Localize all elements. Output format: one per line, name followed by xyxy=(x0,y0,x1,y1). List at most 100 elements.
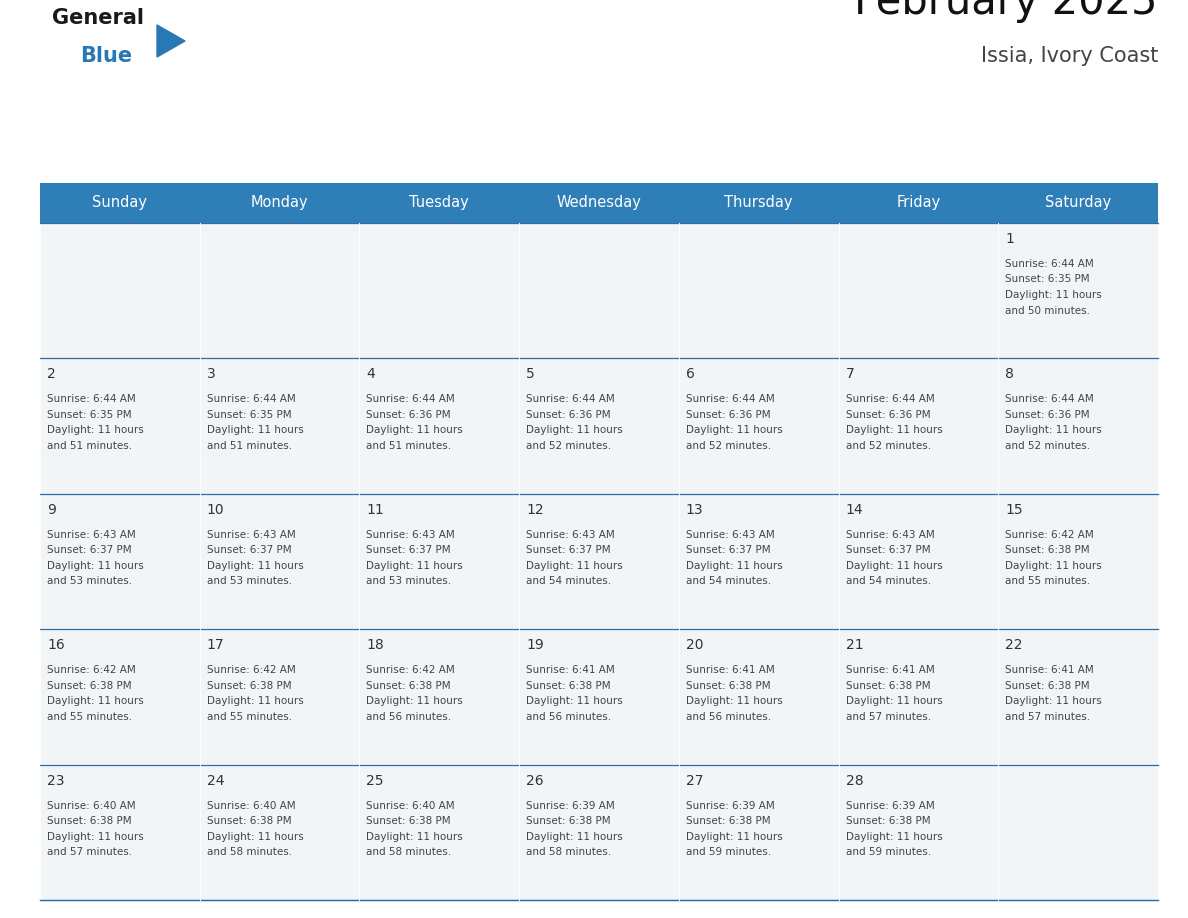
Text: and 53 minutes.: and 53 minutes. xyxy=(48,577,132,587)
Text: General: General xyxy=(52,8,144,28)
Text: Daylight: 11 hours: Daylight: 11 hours xyxy=(366,832,463,842)
Text: Sunrise: 6:39 AM: Sunrise: 6:39 AM xyxy=(846,800,934,811)
Text: Sunrise: 6:43 AM: Sunrise: 6:43 AM xyxy=(207,530,296,540)
Text: Thursday: Thursday xyxy=(725,196,792,210)
Text: Daylight: 11 hours: Daylight: 11 hours xyxy=(526,696,623,706)
Text: 28: 28 xyxy=(846,774,864,788)
Text: 7: 7 xyxy=(846,367,854,381)
Text: 26: 26 xyxy=(526,774,544,788)
Bar xyxy=(200,629,360,765)
Text: Sunset: 6:37 PM: Sunset: 6:37 PM xyxy=(207,545,291,555)
Bar xyxy=(839,223,998,358)
Text: Sunset: 6:37 PM: Sunset: 6:37 PM xyxy=(526,545,611,555)
Bar xyxy=(360,765,519,900)
Text: Sunset: 6:37 PM: Sunset: 6:37 PM xyxy=(48,545,132,555)
Text: 1: 1 xyxy=(1005,232,1015,246)
Text: 5: 5 xyxy=(526,367,535,381)
Text: and 56 minutes.: and 56 minutes. xyxy=(526,711,612,722)
Text: Sunrise: 6:43 AM: Sunrise: 6:43 AM xyxy=(526,530,615,540)
Text: Sunset: 6:38 PM: Sunset: 6:38 PM xyxy=(685,681,771,690)
Bar xyxy=(40,183,1158,223)
Text: Sunrise: 6:44 AM: Sunrise: 6:44 AM xyxy=(846,395,934,405)
Bar xyxy=(998,494,1158,629)
Text: and 55 minutes.: and 55 minutes. xyxy=(1005,577,1091,587)
Text: Sunset: 6:38 PM: Sunset: 6:38 PM xyxy=(48,816,132,826)
Text: Sunrise: 6:44 AM: Sunrise: 6:44 AM xyxy=(526,395,615,405)
Bar xyxy=(998,629,1158,765)
Text: 12: 12 xyxy=(526,503,544,517)
Bar xyxy=(839,494,998,629)
Text: Sunrise: 6:44 AM: Sunrise: 6:44 AM xyxy=(1005,395,1094,405)
Bar xyxy=(40,494,200,629)
Text: Sunrise: 6:44 AM: Sunrise: 6:44 AM xyxy=(207,395,296,405)
Text: Daylight: 11 hours: Daylight: 11 hours xyxy=(1005,561,1102,571)
Text: Sunset: 6:38 PM: Sunset: 6:38 PM xyxy=(207,681,291,690)
Text: Sunset: 6:35 PM: Sunset: 6:35 PM xyxy=(48,410,132,420)
Text: Sunset: 6:38 PM: Sunset: 6:38 PM xyxy=(366,816,451,826)
Text: Daylight: 11 hours: Daylight: 11 hours xyxy=(526,425,623,435)
Text: and 53 minutes.: and 53 minutes. xyxy=(366,577,451,587)
Text: Daylight: 11 hours: Daylight: 11 hours xyxy=(846,696,942,706)
Text: 18: 18 xyxy=(366,638,384,652)
Bar xyxy=(678,629,839,765)
Text: and 57 minutes.: and 57 minutes. xyxy=(48,847,132,857)
Text: 13: 13 xyxy=(685,503,703,517)
Text: 17: 17 xyxy=(207,638,225,652)
Text: 22: 22 xyxy=(1005,638,1023,652)
Text: and 51 minutes.: and 51 minutes. xyxy=(48,441,132,451)
Text: Daylight: 11 hours: Daylight: 11 hours xyxy=(685,561,783,571)
Text: Daylight: 11 hours: Daylight: 11 hours xyxy=(48,561,144,571)
Text: and 59 minutes.: and 59 minutes. xyxy=(685,847,771,857)
Text: and 52 minutes.: and 52 minutes. xyxy=(1005,441,1091,451)
Bar xyxy=(998,358,1158,494)
Text: Daylight: 11 hours: Daylight: 11 hours xyxy=(207,425,303,435)
Text: Sunrise: 6:44 AM: Sunrise: 6:44 AM xyxy=(685,395,775,405)
Bar xyxy=(200,223,360,358)
Text: Daylight: 11 hours: Daylight: 11 hours xyxy=(685,832,783,842)
Text: 4: 4 xyxy=(366,367,375,381)
Text: and 50 minutes.: and 50 minutes. xyxy=(1005,306,1091,316)
Text: 20: 20 xyxy=(685,638,703,652)
Bar xyxy=(678,765,839,900)
Bar xyxy=(200,358,360,494)
Bar xyxy=(360,358,519,494)
Bar xyxy=(40,765,200,900)
Text: 16: 16 xyxy=(48,638,65,652)
Text: Daylight: 11 hours: Daylight: 11 hours xyxy=(1005,425,1102,435)
Text: Sunrise: 6:44 AM: Sunrise: 6:44 AM xyxy=(366,395,455,405)
Bar xyxy=(519,765,678,900)
Bar xyxy=(839,358,998,494)
Bar xyxy=(519,494,678,629)
Text: Sunrise: 6:42 AM: Sunrise: 6:42 AM xyxy=(48,666,135,676)
Text: Sunset: 6:36 PM: Sunset: 6:36 PM xyxy=(366,410,451,420)
Bar xyxy=(360,223,519,358)
Text: and 57 minutes.: and 57 minutes. xyxy=(1005,711,1091,722)
Text: 27: 27 xyxy=(685,774,703,788)
Text: Daylight: 11 hours: Daylight: 11 hours xyxy=(207,561,303,571)
Text: and 56 minutes.: and 56 minutes. xyxy=(685,711,771,722)
Bar xyxy=(360,494,519,629)
Text: Sunrise: 6:40 AM: Sunrise: 6:40 AM xyxy=(366,800,455,811)
Bar xyxy=(360,629,519,765)
Text: Sunrise: 6:40 AM: Sunrise: 6:40 AM xyxy=(207,800,296,811)
Text: Sunset: 6:38 PM: Sunset: 6:38 PM xyxy=(846,681,930,690)
Text: February 2025: February 2025 xyxy=(854,0,1158,23)
Text: 10: 10 xyxy=(207,503,225,517)
Text: 9: 9 xyxy=(48,503,56,517)
Text: and 51 minutes.: and 51 minutes. xyxy=(366,441,451,451)
Text: Sunrise: 6:43 AM: Sunrise: 6:43 AM xyxy=(846,530,934,540)
Text: and 59 minutes.: and 59 minutes. xyxy=(846,847,930,857)
Text: 3: 3 xyxy=(207,367,215,381)
Text: Sunrise: 6:42 AM: Sunrise: 6:42 AM xyxy=(366,666,455,676)
Text: Sunset: 6:38 PM: Sunset: 6:38 PM xyxy=(846,816,930,826)
Bar xyxy=(839,765,998,900)
Text: Daylight: 11 hours: Daylight: 11 hours xyxy=(207,696,303,706)
Text: 8: 8 xyxy=(1005,367,1015,381)
Text: Sunset: 6:38 PM: Sunset: 6:38 PM xyxy=(1005,545,1089,555)
Text: 14: 14 xyxy=(846,503,864,517)
Text: and 52 minutes.: and 52 minutes. xyxy=(526,441,612,451)
Text: Sunrise: 6:40 AM: Sunrise: 6:40 AM xyxy=(48,800,135,811)
Bar xyxy=(678,494,839,629)
Text: Sunset: 6:36 PM: Sunset: 6:36 PM xyxy=(1005,410,1089,420)
Text: Daylight: 11 hours: Daylight: 11 hours xyxy=(366,425,463,435)
